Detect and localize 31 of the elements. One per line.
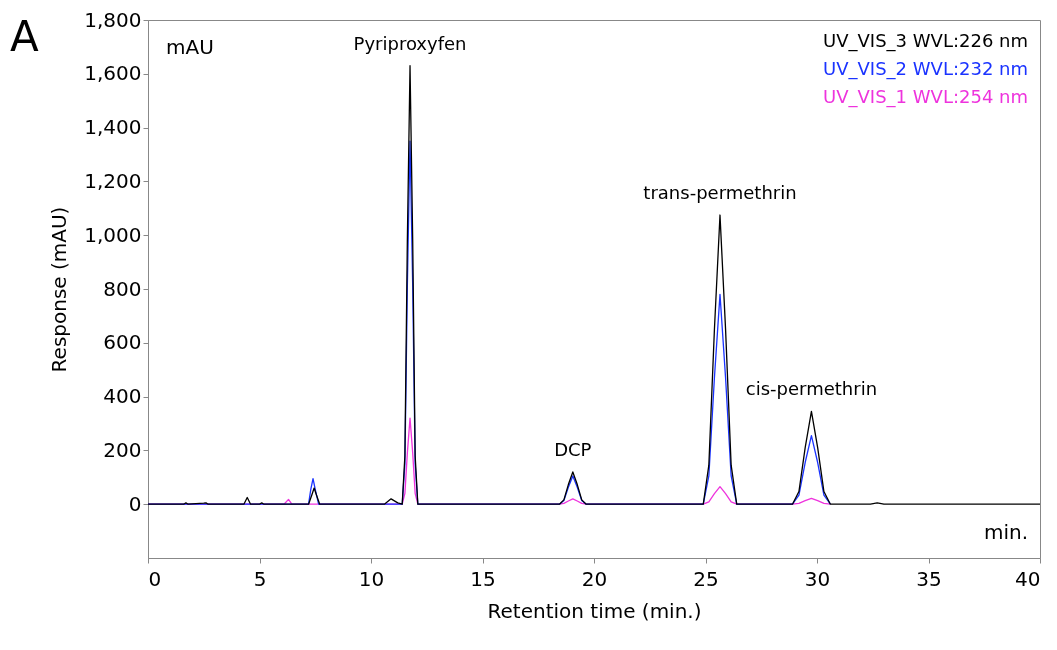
y-tick-label: 1,800: [84, 7, 142, 32]
y-tick-label: 600: [103, 330, 142, 355]
y-tick-label: 1,400: [84, 115, 142, 140]
annotation: Pyriproxyfen: [353, 32, 467, 54]
text: UV_VIS_2 WVL:232 nm: [823, 58, 1028, 80]
x-tick-label: 20: [581, 566, 608, 591]
x-tick-label: 35: [916, 566, 942, 591]
text: A: [10, 12, 39, 61]
y-tick-label: 1,000: [84, 222, 142, 247]
y-tick-label: 1,600: [84, 61, 142, 86]
annotation: min.: [983, 520, 1028, 544]
annotation: DCP: [554, 438, 592, 460]
annotation: cis-permethrin: [745, 378, 878, 400]
text: UV_VIS_3 WVL:226 nm: [823, 30, 1028, 52]
x-tick-label: 30: [804, 566, 831, 591]
text: UV_VIS_1 WVL:254 nm: [823, 86, 1028, 108]
x-tick-label: 40: [1015, 566, 1041, 591]
x-tick-label: 0: [148, 566, 162, 591]
y-tick-label: 0: [128, 491, 142, 516]
y-tick-label: 200: [103, 437, 142, 462]
y-tick-label: 1,200: [84, 168, 142, 193]
x-tick-label: 10: [358, 566, 385, 591]
x-tick-label: 15: [470, 566, 496, 591]
y-axis-title: Response (mAU): [47, 206, 72, 373]
annotation: mAU: [166, 35, 214, 59]
y-tick-label: 800: [103, 276, 142, 301]
x-tick-label: 5: [253, 566, 267, 591]
y-tick-label: 400: [103, 384, 142, 409]
x-tick-label: 25: [693, 566, 719, 591]
x-axis-title: Retention time (min.): [487, 598, 702, 623]
annotation: trans-permethrin: [643, 182, 797, 204]
